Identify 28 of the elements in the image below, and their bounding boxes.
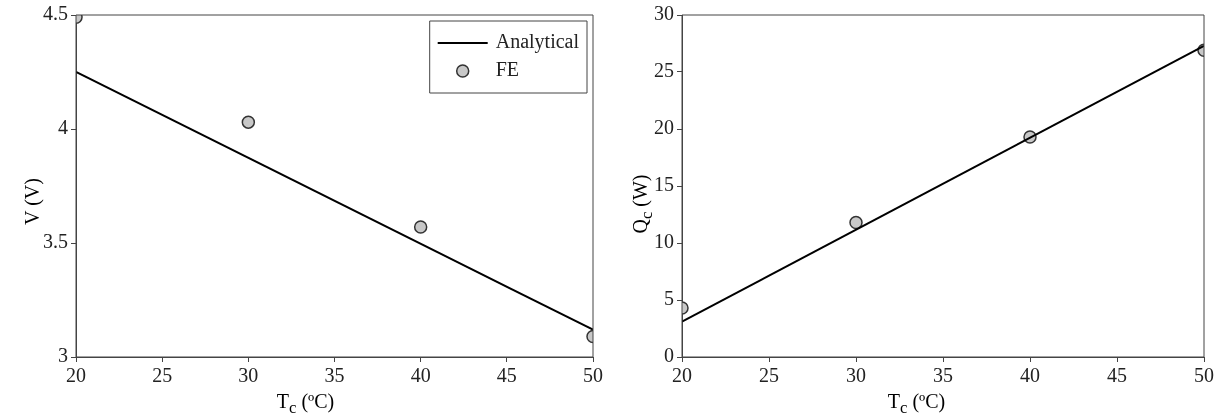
y-tick-label: 0 <box>664 344 674 367</box>
x-tick-label: 35 <box>933 364 953 387</box>
x-tick-label: 30 <box>846 364 866 387</box>
y-tick-label: 15 <box>654 173 674 196</box>
legend-label: FE <box>495 58 520 81</box>
x-axis-title: T$_{c}$ (ºC) <box>886 390 947 418</box>
x-tick-label: 45 <box>1107 364 1127 387</box>
x-tick-label: 40 <box>410 364 431 387</box>
x-tick-label: 50 <box>1194 364 1214 387</box>
x-tick-label: 45 <box>496 364 517 387</box>
x-tick-label: 40 <box>1020 364 1040 387</box>
y-tick-label: 25 <box>654 59 674 82</box>
y-tick-label: 10 <box>654 230 674 253</box>
x-tick-label: 30 <box>238 364 259 387</box>
y-tick-label: 3 <box>58 344 68 367</box>
x-tick-label: 25 <box>759 364 779 387</box>
y-tick-label: 20 <box>654 116 674 139</box>
x-tick-label: 50 <box>583 364 603 387</box>
x-tick-label: 25 <box>152 364 173 387</box>
y-tick-label: 4.5 <box>43 2 68 25</box>
y-axis-title: V (V) <box>20 178 44 225</box>
x-axis-title: T$_{c}$ (ºC) <box>275 390 336 418</box>
y-tick-label: 3.5 <box>43 230 68 253</box>
y-tick-label: 4 <box>58 116 68 139</box>
y-tick-label: 5 <box>664 287 674 310</box>
x-tick-label: 35 <box>324 364 345 387</box>
legend-label: Analytical <box>495 30 580 54</box>
y-tick-label: 30 <box>654 2 674 25</box>
